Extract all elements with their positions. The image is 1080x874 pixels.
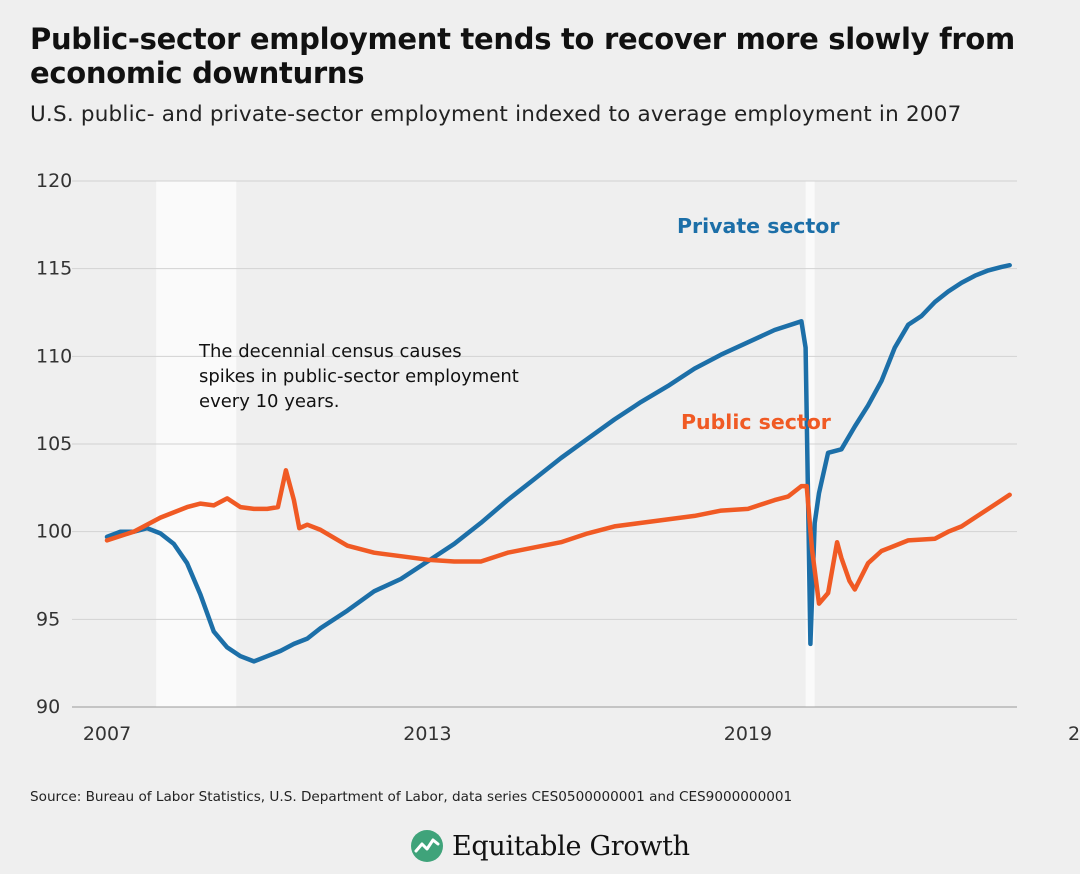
y-tick-label-100: 100 (36, 521, 72, 543)
public-sector-label: Public sector (681, 410, 831, 434)
series-line-private (104, 262, 1012, 664)
chart-title: Public-sector employment tends to recove… (30, 22, 1015, 90)
brand-name: Equitable Growth (452, 830, 690, 862)
census-annotation: The decennial census causes spikes in pu… (199, 341, 519, 412)
brand-logo: Equitable Growth (410, 826, 690, 866)
y-tick-label-90: 90 (36, 696, 60, 718)
y-tick-label-120: 120 (36, 170, 72, 192)
line-chart: 90 95 100 105 110 115 120 2007 2013 2019 2 (36, 170, 1080, 745)
x-tick-label-3: 2 (1068, 723, 1080, 745)
y-tick-label-110: 110 (36, 345, 72, 367)
series-line-public (104, 468, 1012, 606)
y-tick-label-105: 105 (36, 433, 72, 455)
private-sector-label: Private sector (677, 214, 840, 238)
y-tick-label-115: 115 (36, 258, 72, 280)
chart-subtitle: U.S. public- and private-sector employme… (30, 102, 962, 127)
y-tick-label-95: 95 (36, 608, 60, 630)
source-note: Source: Bureau of Labor Statistics, U.S.… (30, 789, 793, 805)
x-tick-label-2: 2019 (724, 723, 772, 745)
x-tick-label-1: 2013 (403, 723, 451, 745)
equitable-growth-logo-icon (411, 830, 443, 862)
x-tick-label-0: 2007 (83, 723, 131, 745)
